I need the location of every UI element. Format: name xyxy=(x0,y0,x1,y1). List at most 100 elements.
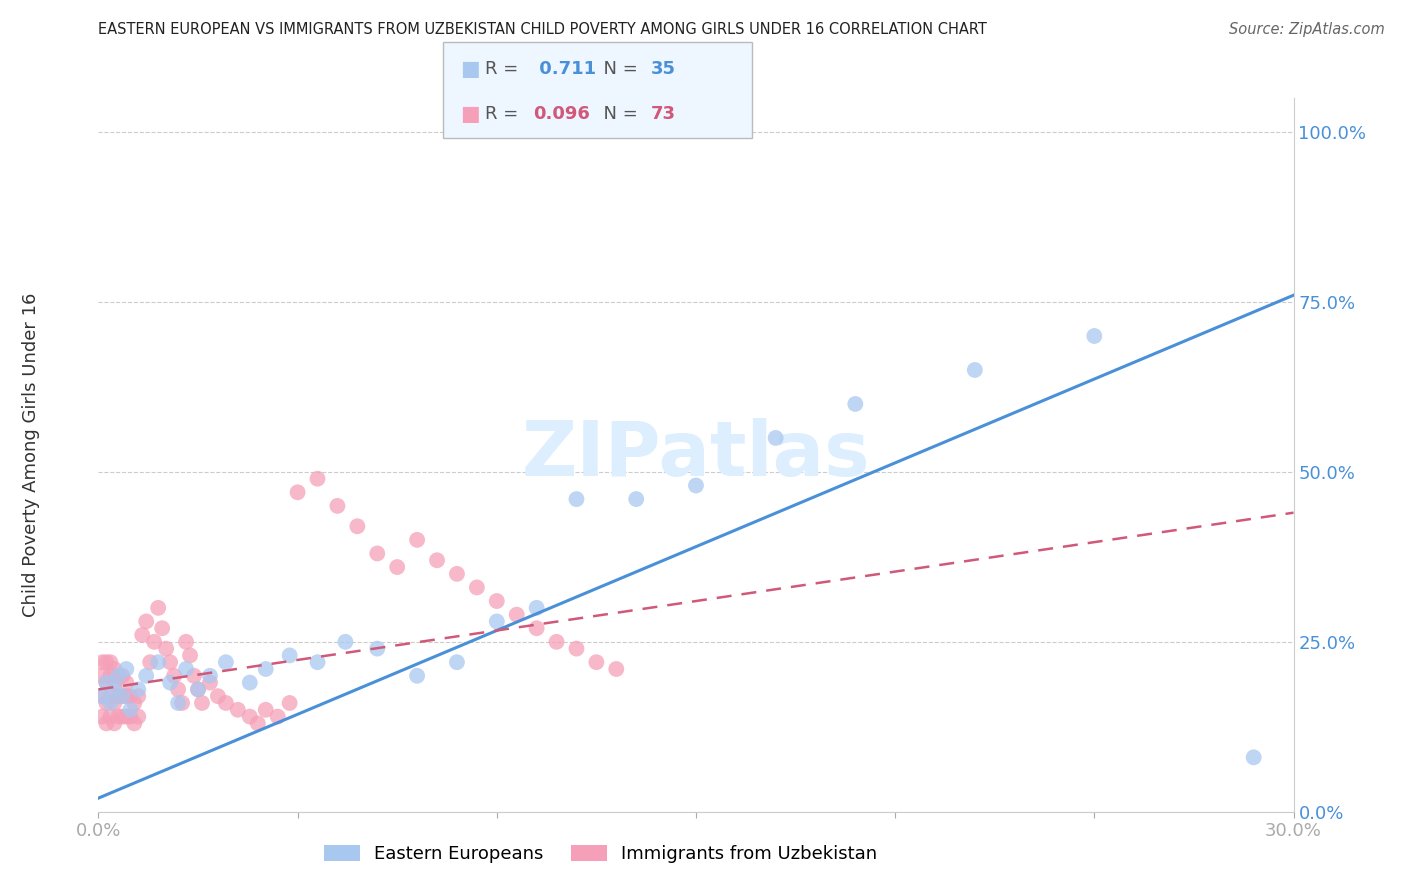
Text: 0.711: 0.711 xyxy=(533,60,596,78)
Point xyxy=(107,709,129,723)
Point xyxy=(120,689,142,703)
Point xyxy=(98,669,122,683)
Point xyxy=(135,669,157,683)
Text: R =: R = xyxy=(485,105,524,123)
Point xyxy=(267,709,290,723)
Point xyxy=(844,397,866,411)
Point xyxy=(307,655,329,669)
Point xyxy=(246,716,269,731)
Point xyxy=(120,703,142,717)
Point xyxy=(91,709,114,723)
Point xyxy=(139,655,162,669)
Point xyxy=(254,703,277,717)
Point xyxy=(96,675,118,690)
Point xyxy=(765,431,787,445)
Point xyxy=(174,662,197,676)
Text: N =: N = xyxy=(592,60,644,78)
Point xyxy=(96,655,118,669)
Point xyxy=(174,635,197,649)
Point xyxy=(307,472,329,486)
Point xyxy=(406,533,429,547)
Point xyxy=(426,553,449,567)
Point xyxy=(96,675,118,690)
Point xyxy=(159,675,181,690)
Point xyxy=(107,669,129,683)
Point xyxy=(366,546,388,560)
Text: ■: ■ xyxy=(460,104,479,124)
Point xyxy=(115,662,138,676)
Point xyxy=(565,641,588,656)
Point xyxy=(103,696,125,710)
Point xyxy=(111,709,134,723)
Point xyxy=(191,696,214,710)
Point xyxy=(326,499,349,513)
Point xyxy=(115,689,138,703)
Point xyxy=(215,696,238,710)
Point xyxy=(163,669,186,683)
Text: EASTERN EUROPEAN VS IMMIGRANTS FROM UZBEKISTAN CHILD POVERTY AMONG GIRLS UNDER 1: EASTERN EUROPEAN VS IMMIGRANTS FROM UZBE… xyxy=(98,22,987,37)
Point xyxy=(526,600,548,615)
Point xyxy=(150,621,173,635)
Point xyxy=(406,669,429,683)
Point xyxy=(287,485,309,500)
Point xyxy=(446,655,468,669)
Point xyxy=(226,703,249,717)
Point xyxy=(148,655,170,669)
Point xyxy=(96,696,118,710)
Point xyxy=(155,641,177,656)
Point xyxy=(91,689,114,703)
Point xyxy=(167,682,190,697)
Point xyxy=(103,675,125,690)
Point xyxy=(565,492,588,507)
Point xyxy=(366,641,388,656)
Text: 35: 35 xyxy=(651,60,676,78)
Point xyxy=(624,492,647,507)
Point xyxy=(485,594,508,608)
Point xyxy=(385,560,409,574)
Point xyxy=(167,696,190,710)
Point xyxy=(239,675,262,690)
Point xyxy=(124,696,146,710)
Point xyxy=(111,669,134,683)
Point xyxy=(91,669,114,683)
Point xyxy=(172,696,194,710)
Point xyxy=(98,689,122,703)
Point xyxy=(215,655,238,669)
Point xyxy=(526,621,548,635)
Point xyxy=(96,716,118,731)
Point xyxy=(131,628,153,642)
Point xyxy=(446,566,468,581)
Point xyxy=(159,655,181,669)
Point xyxy=(124,716,146,731)
Point xyxy=(1243,750,1265,764)
Point xyxy=(143,635,166,649)
Text: ZIPatlas: ZIPatlas xyxy=(522,418,870,491)
Point xyxy=(103,662,125,676)
Point xyxy=(335,635,357,649)
Text: 73: 73 xyxy=(651,105,676,123)
Point xyxy=(115,675,138,690)
Point xyxy=(127,682,149,697)
Point xyxy=(127,689,149,703)
Text: Child Poverty Among Girls Under 16: Child Poverty Among Girls Under 16 xyxy=(22,293,39,617)
Point xyxy=(207,689,229,703)
Point xyxy=(120,709,142,723)
Text: 0.096: 0.096 xyxy=(533,105,589,123)
Text: Source: ZipAtlas.com: Source: ZipAtlas.com xyxy=(1229,22,1385,37)
Point xyxy=(198,669,221,683)
Point xyxy=(506,607,529,622)
Point xyxy=(278,696,301,710)
Point xyxy=(187,682,209,697)
Point xyxy=(183,669,205,683)
Point xyxy=(107,669,129,683)
Point xyxy=(685,478,707,492)
Point xyxy=(546,635,568,649)
Text: ■: ■ xyxy=(460,59,479,78)
Point xyxy=(254,662,277,676)
Point xyxy=(98,655,122,669)
Point xyxy=(103,716,125,731)
Point xyxy=(135,615,157,629)
Text: N =: N = xyxy=(592,105,644,123)
Point xyxy=(111,689,134,703)
Point xyxy=(115,709,138,723)
